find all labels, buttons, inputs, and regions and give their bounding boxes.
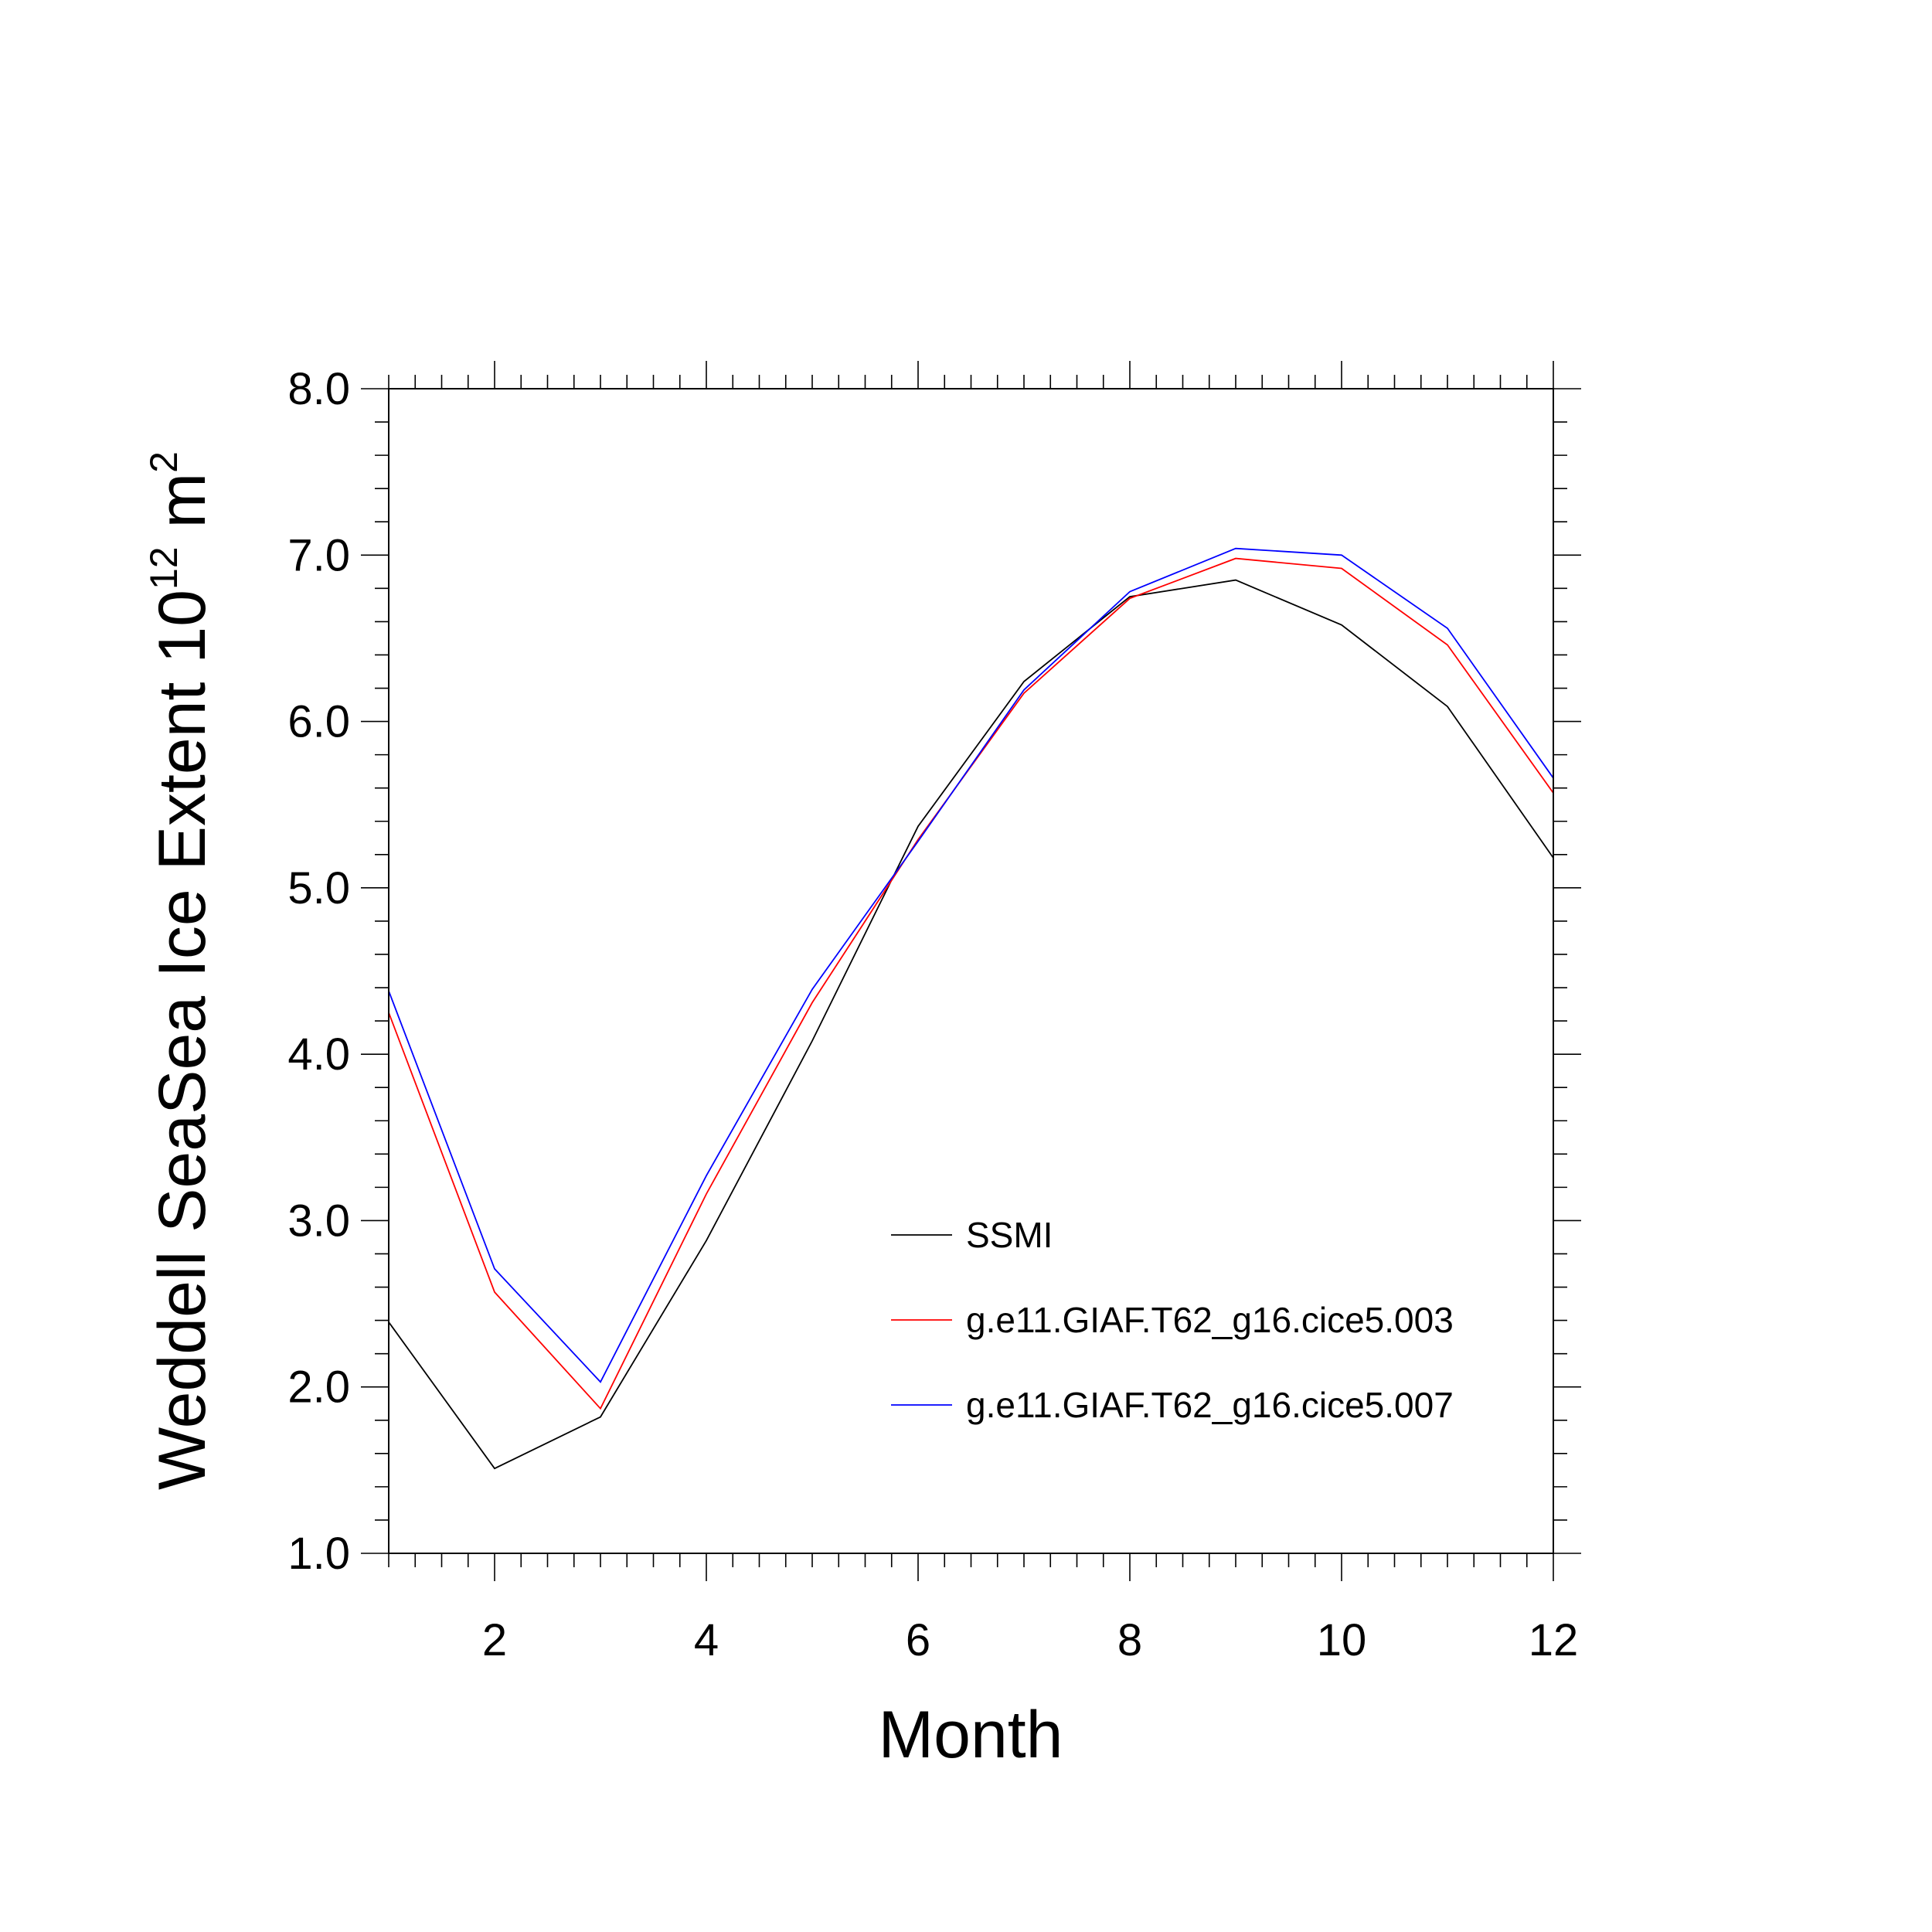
y-tick-label: 1.0 (287, 1529, 350, 1579)
x-axis-label: Month (878, 1698, 1063, 1772)
y-tick-label: 5.0 (287, 863, 350, 913)
legend-label: g.e11.GIAF.T62_g16.cice5.007 (966, 1385, 1454, 1425)
y-tick-label: 6.0 (287, 697, 350, 747)
y-axis-label-exponent: 12 (142, 546, 185, 590)
x-tick-label: 2 (482, 1615, 507, 1665)
y-tick-label: 3.0 (287, 1196, 350, 1246)
series-line-3 (388, 547, 1554, 1383)
y-axis-label-main: Weddell SeaSea Ice Extent 10 (145, 590, 219, 1490)
legend-label: SSMI (966, 1215, 1053, 1255)
x-tick-label: 12 (1529, 1615, 1579, 1665)
y-tick-label: 7.0 (287, 530, 350, 580)
legend: SSMI g.e11.GIAF.T62_g16.cice5.003 g.e11.GI… (891, 1215, 1454, 1425)
x-tick-label: 6 (906, 1615, 930, 1665)
x-tick-label: 8 (1117, 1615, 1142, 1665)
y-tick-label: 8.0 (287, 364, 350, 414)
y-axis-label-unit: m (145, 473, 219, 547)
x-tick-label: 10 (1317, 1615, 1367, 1665)
data-series (388, 547, 1554, 1470)
y-axis-label: Weddell SeaSea Ice Extent 1012 m2 (142, 451, 219, 1490)
y-axis-label-unit-exponent: 2 (142, 451, 185, 473)
plot-frame (388, 388, 1554, 1554)
axis-ticks (361, 361, 1581, 1581)
series-line-1 (388, 579, 1554, 1470)
x-tick-labels: 2 4 6 8 10 12 (482, 1615, 1578, 1665)
legend-label: g.e11.GIAF.T62_g16.cice5.003 (966, 1300, 1454, 1340)
x-tick-label: 4 (694, 1615, 719, 1665)
y-tick-label: 2.0 (287, 1362, 350, 1413)
y-tick-label: 4.0 (287, 1029, 350, 1080)
y-tick-labels: 1.0 2.0 3.0 4.0 5.0 6.0 7.0 8.0 (287, 364, 350, 1579)
